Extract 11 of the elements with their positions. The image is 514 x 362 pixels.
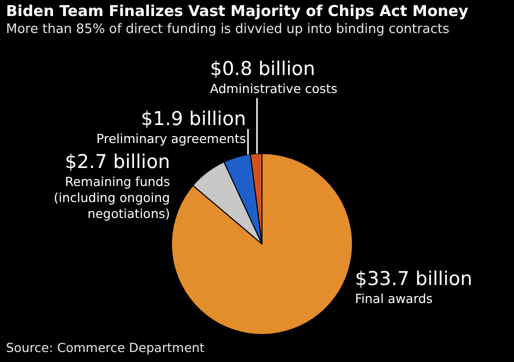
data-label: $0.8 billion (210, 58, 316, 80)
slice-label: Preliminary agreements (96, 131, 246, 146)
source-note: Source: Commerce Department (6, 340, 205, 355)
slice-label: Remaining funds (including ongoing negotiations) (54, 174, 170, 221)
data-label: $33.7 billion (355, 268, 472, 290)
chart-title: Biden Team Finalizes Vast Majority of Chips Act Money (6, 2, 468, 20)
data-label: $2.7 billion (64, 151, 170, 173)
slice-label: Administrative costs (210, 81, 338, 96)
chart-subtitle: More than 85% of direct funding is divvied up into binding contracts (6, 22, 450, 37)
data-label: $1.9 billion (140, 108, 246, 130)
slice-label: Final awards (355, 291, 433, 306)
